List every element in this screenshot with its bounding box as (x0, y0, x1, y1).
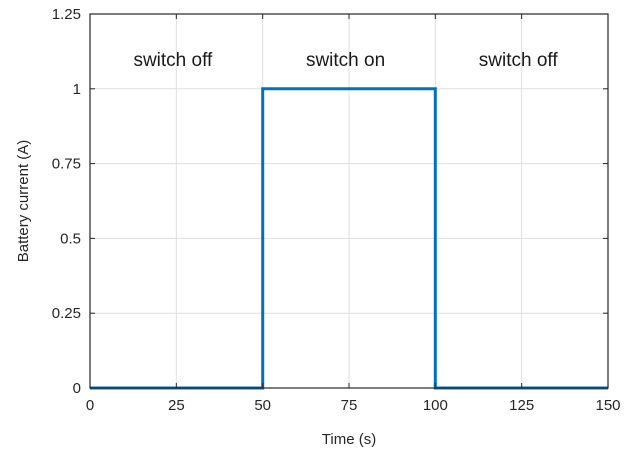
tick-layer: 0 25 50 75 100 125 150 0 0.25 0.5 0.75 1 1.25 (52, 6, 621, 414)
y-tick-label: 0.25 (52, 305, 81, 322)
y-tick-label: 0 (73, 380, 81, 397)
x-tick-label: 25 (168, 397, 185, 414)
x-tick-label: 125 (509, 397, 534, 414)
annotation-label: switch off (133, 50, 213, 71)
y-tick-label: 0.5 (60, 230, 81, 247)
y-tick-label: 1.25 (52, 6, 81, 23)
x-tick-label: 50 (254, 397, 271, 414)
x-tick-label: 75 (341, 397, 358, 414)
y-axis-label: Battery current (A) (15, 140, 32, 263)
x-axis-label: Time (s) (322, 431, 376, 448)
x-tick-label: 150 (595, 397, 620, 414)
x-tick-label: 100 (423, 397, 448, 414)
x-tick-label: 0 (86, 397, 94, 414)
y-tick-label: 0.75 (52, 156, 81, 173)
y-tick-label: 1 (73, 81, 81, 98)
annotation-label: switch on (306, 50, 385, 71)
annotation-label: switch off (479, 50, 559, 71)
annotation-layer: switch off switch on switch off (133, 50, 558, 71)
